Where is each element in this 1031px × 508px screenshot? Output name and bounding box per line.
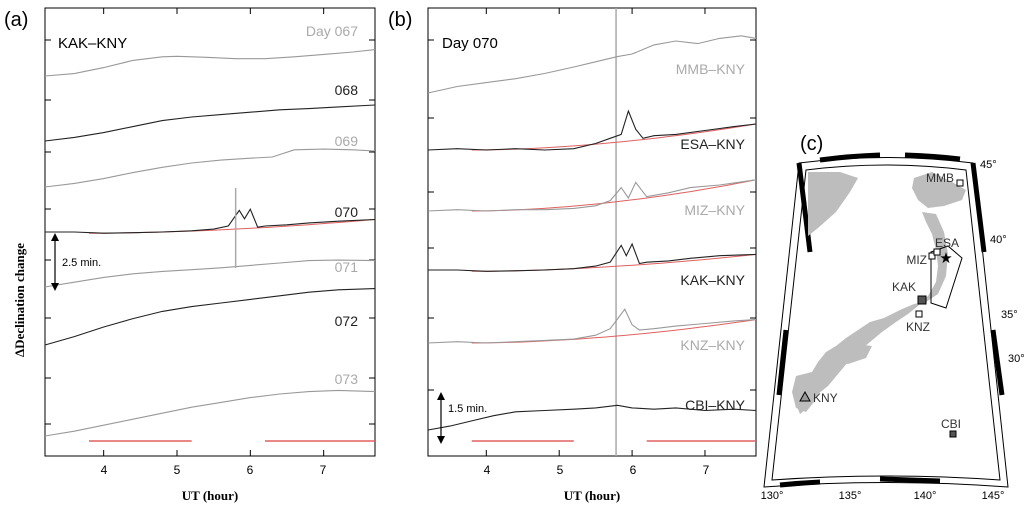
panel-b-day-title: Day 070 [442, 35, 498, 52]
panel-a-ylabel: ΔDeclination change [12, 243, 27, 357]
panel-a-scale-bar [51, 233, 59, 291]
panel-b-scale-label: 1.5 min. [448, 403, 487, 415]
trace-line [427, 308, 757, 344]
panel-a-xtick-7: 7 [320, 463, 327, 477]
panel-b-label: (b) [388, 9, 412, 31]
lat-label-30: 30° [1008, 353, 1025, 365]
panel-b-esa-label: ESA–KNY [680, 136, 745, 152]
fit-curve [471, 319, 757, 344]
map-land-korea-china [808, 172, 858, 236]
map-land-hokkaido [912, 172, 966, 208]
trace-line [44, 288, 376, 346]
map-land-shikoku [836, 344, 872, 364]
epicenter-star-icon: ★ [939, 250, 952, 267]
panel-a-xtick-4: 4 [101, 463, 108, 477]
trace-line [428, 242, 757, 272]
trace-line [44, 389, 376, 437]
panel-c-label: (c) [800, 133, 823, 155]
lat-label-40: 40° [990, 234, 1007, 246]
panel-a-day-068-label: 068 [335, 82, 359, 98]
panel-b-knz-label: KNZ–KNY [680, 337, 745, 353]
panel-b-fit-curves [471, 123, 757, 344]
panel-a-xlabel: UT (hour) [182, 488, 238, 503]
trace-line [44, 259, 376, 288]
panel-a-day-070-label: 070 [335, 204, 359, 220]
trace-line [44, 104, 376, 142]
panel-b-mmb-label: MMB–KNY [676, 61, 746, 77]
panel-a-day-067-label: Day 067 [306, 23, 358, 39]
station-kak-label: KAK [892, 280, 916, 294]
panel-a-pair-title: KAK–KNY [58, 35, 127, 52]
station-cbi [949, 430, 957, 438]
panel-a-day-069-label: 069 [335, 133, 359, 149]
lat-label-35: 35° [1001, 309, 1018, 321]
lon-label-135: 135° [839, 490, 862, 502]
map-land-honshu [796, 212, 948, 414]
lat-label-45: 45° [980, 159, 997, 171]
station-knz [915, 310, 923, 318]
panel-a-xtick-6: 6 [247, 463, 254, 477]
trace-line [45, 207, 376, 234]
lon-label-145: 145° [982, 490, 1005, 502]
station-esa [933, 248, 941, 256]
panel-a-xtick-5: 5 [174, 463, 181, 477]
trace-line [427, 179, 757, 212]
fault-plane-rectangle [930, 245, 963, 309]
trace-line [44, 148, 376, 188]
panel-b-frame [427, 7, 757, 457]
trace-line [427, 109, 757, 151]
panel-b-kak-label: KAK–KNY [680, 272, 745, 288]
station-mmb [956, 179, 964, 187]
panel-a-day-073-label: 073 [335, 371, 359, 387]
station-kny-label: KNY [813, 391, 838, 405]
lon-label-140: 140° [914, 490, 937, 502]
panel-b-traces [427, 35, 757, 431]
panel-b-xtick-6: 6 [630, 463, 637, 477]
station-miz [928, 252, 936, 260]
panel-b-cbi-label: CBI–KNY [685, 397, 746, 413]
panel-a-frame [44, 7, 376, 457]
panel-b-xtick-5: 5 [557, 463, 564, 477]
station-cbi-label: CBI [941, 417, 961, 431]
panel-a-day-071-label: 071 [335, 259, 359, 275]
trace-line [44, 49, 376, 77]
station-kny [799, 390, 811, 402]
panel-b-ticks [428, 8, 756, 456]
station-knz-label: KNZ [906, 320, 930, 334]
panel-a-label: (a) [4, 9, 28, 31]
panel-b-xtick-4: 4 [484, 463, 491, 477]
panel-a-day-072-label: 072 [335, 313, 359, 329]
panel-a-ticks [45, 8, 375, 456]
lon-label-130: 130° [761, 490, 784, 502]
station-miz-label: MIZ [906, 253, 927, 267]
station-esa-label: ESA [935, 236, 959, 250]
station-kak [917, 295, 927, 305]
panel-b-xtick-7: 7 [703, 463, 710, 477]
panel-a-traces [44, 49, 376, 437]
station-mmb-label: MMB [926, 171, 954, 185]
panel-b-scale-bar [437, 392, 445, 444]
panel-c-map: ★ MMB ESA MIZ KAK KNZ KNY CBI 45° 40° 35… [761, 152, 1025, 502]
panel-b-miz-label: MIZ–KNY [684, 202, 745, 218]
trace-line [427, 404, 757, 431]
panel-b-xlabel: UT (hour) [564, 488, 620, 503]
trace-line [427, 35, 757, 94]
panel-a-scale-label: 2.5 min. [62, 257, 101, 269]
